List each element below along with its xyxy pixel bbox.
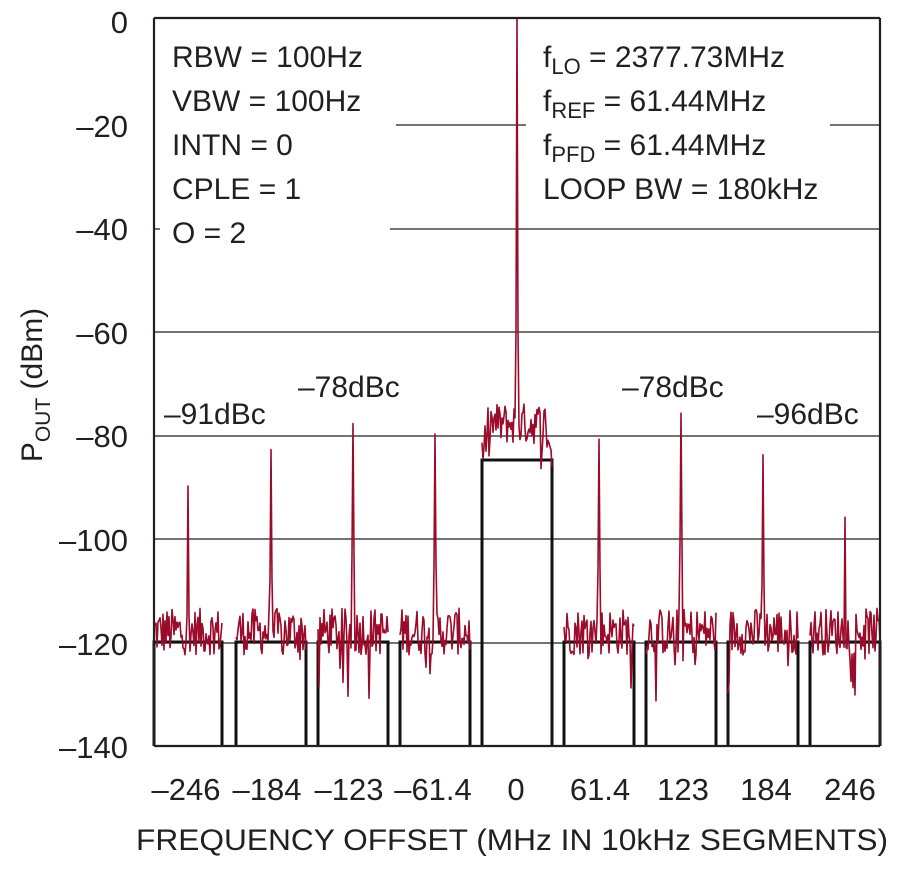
spur-segment-trace <box>809 516 881 696</box>
x-tick-label: 61.4 <box>570 772 630 807</box>
y-tick-label: 0 <box>111 5 128 40</box>
y-tick-label: –80 <box>76 419 128 454</box>
segment-outline <box>726 640 800 746</box>
spur-segment-trace <box>563 438 635 689</box>
setting-f-ref-sub: REF <box>551 98 595 123</box>
spur-segment-trace <box>399 433 471 675</box>
segment-outline <box>808 640 882 746</box>
x-tick-label: 0 <box>507 772 524 807</box>
spur-label-left-inner: –78dBc <box>298 371 400 404</box>
spur-labels: –91dBc –78dBc –78dBc –96dBc <box>164 371 859 431</box>
setting-cple: CPLE = 1 <box>172 173 301 206</box>
spur-segment-trace <box>153 485 223 656</box>
y-axis-label: POUT (dBm) <box>16 308 55 462</box>
y-tick-label: –140 <box>59 730 128 765</box>
setting-f-ref-base: f <box>543 85 552 118</box>
setting-f-pfd-value: = 61.44MHz <box>595 129 766 162</box>
x-tick-label: –246 <box>152 772 221 807</box>
spur-label-left-outer: –91dBc <box>164 398 266 431</box>
spur-label-right-outer: –96dBc <box>757 398 859 431</box>
spur-segment-trace <box>645 412 717 702</box>
x-tick-label: 184 <box>740 772 792 807</box>
setting-f-lo: fLO = 2377.73MHz <box>543 41 785 79</box>
setting-f-lo-sub: LO <box>551 54 580 79</box>
spur-segment-trace <box>317 422 389 700</box>
y-axis-label-base: P <box>16 442 49 462</box>
setting-f-ref-value: = 61.44MHz <box>595 85 766 118</box>
setting-vbw: VBW = 100Hz <box>172 85 361 118</box>
segment-outline <box>562 640 636 746</box>
setting-o: O = 2 <box>172 217 246 250</box>
setting-f-lo-value: = 2377.73MHz <box>581 41 785 74</box>
y-tick-label: –100 <box>59 523 128 558</box>
y-axis-label-sub: OUT <box>32 398 55 443</box>
x-tick-label: –184 <box>233 772 302 807</box>
setting-f-ref: fREF = 61.44MHz <box>543 85 766 123</box>
y-axis-label-unit: (dBm) <box>16 308 49 398</box>
y-tick-label: –40 <box>76 212 128 247</box>
y-tick-label: –60 <box>76 316 128 351</box>
settings-left: RBW = 100Hz VBW = 100Hz INTN = 0 CPLE = … <box>172 41 363 250</box>
settings-right: fLO = 2377.73MHz fREF = 61.44MHz fPFD = … <box>543 41 818 206</box>
setting-intn: INTN = 0 <box>172 129 293 162</box>
y-tick-label: –20 <box>76 109 128 144</box>
setting-f-pfd-base: f <box>543 129 552 162</box>
x-tick-label: –123 <box>315 772 384 807</box>
segment-outline <box>152 640 224 746</box>
segment-outline <box>234 640 308 746</box>
setting-loop-bw: LOOP BW = 180kHz <box>543 173 818 206</box>
x-tick-label: 123 <box>657 772 709 807</box>
spur-segment-trace <box>727 453 799 693</box>
settings-text-backdrop-left <box>160 30 390 255</box>
segment-outline <box>644 640 718 746</box>
x-tick-labels: –246 –184 –123 –61.4 0 61.4 123 184 246 <box>152 772 876 807</box>
y-tick-labels: 0 –20 –40 –60 –80 –100 –120 –140 <box>59 5 128 765</box>
spur-label-right-inner: –78dBc <box>622 371 724 404</box>
x-axis-label: FREQUENCY OFFSET (MHz IN 10kHz SEGMENTS) <box>136 824 888 857</box>
segment-outline <box>316 640 390 746</box>
x-tick-label: 246 <box>824 772 876 807</box>
settings-text-backdrop-right <box>536 30 826 215</box>
segment-outline <box>398 640 472 746</box>
y-tick-label: –120 <box>59 627 128 662</box>
segment-outlines <box>152 458 882 746</box>
spur-segment-trace <box>235 448 307 661</box>
setting-rbw: RBW = 100Hz <box>172 41 363 74</box>
setting-f-pfd: fPFD = 61.44MHz <box>543 129 766 167</box>
segment-outline <box>480 458 554 746</box>
setting-f-lo-base: f <box>543 41 552 74</box>
setting-f-pfd-sub: PFD <box>551 142 595 167</box>
spectrum-traces <box>153 17 881 702</box>
x-tick-label: –61.4 <box>394 772 472 807</box>
